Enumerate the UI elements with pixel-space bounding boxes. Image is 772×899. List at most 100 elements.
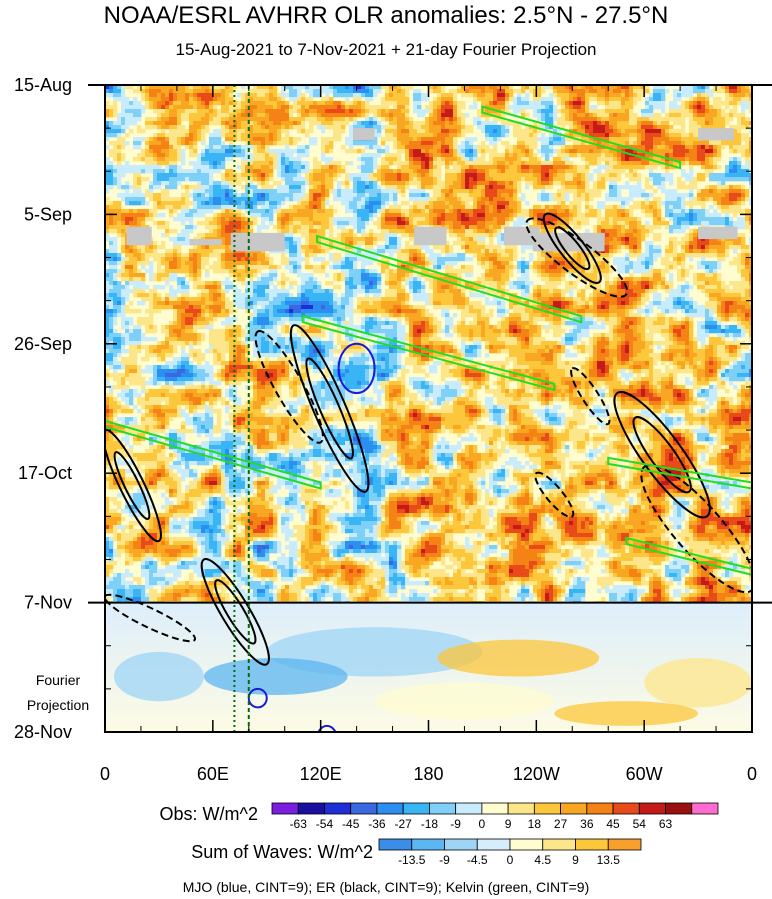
- field-cell: [249, 229, 254, 234]
- field-cell: [165, 125, 170, 130]
- field-cell: [565, 217, 570, 222]
- field-cell: [741, 193, 746, 198]
- field-cell: [733, 165, 738, 170]
- field-cell: [197, 181, 202, 186]
- field-cell: [109, 141, 114, 146]
- field-cell: [105, 93, 110, 98]
- field-cell: [201, 161, 206, 166]
- field-cell: [105, 121, 110, 126]
- field-cell: [521, 141, 526, 146]
- field-cell: [365, 161, 370, 166]
- field-cell: [357, 141, 362, 146]
- field-cell: [597, 165, 602, 170]
- field-cell: [661, 125, 666, 130]
- field-cell: [597, 141, 602, 146]
- field-cell: [313, 189, 318, 194]
- field-cell: [453, 205, 458, 210]
- field-cell: [733, 209, 738, 214]
- field-cell: [105, 197, 110, 202]
- field-cell: [661, 137, 666, 142]
- field-cell: [325, 213, 330, 218]
- field-cell: [409, 149, 414, 154]
- field-cell: [517, 129, 522, 134]
- field-cell: [709, 193, 714, 198]
- field-cell: [465, 113, 470, 118]
- field-cell: [125, 197, 130, 202]
- field-cell: [397, 205, 402, 210]
- field-cell: [509, 85, 514, 90]
- field-cell: [545, 209, 550, 214]
- field-cell: [369, 177, 374, 182]
- field-cell: [477, 213, 482, 218]
- field-cell: [401, 221, 406, 226]
- field-cell: [677, 209, 682, 214]
- field-cell: [401, 129, 406, 134]
- field-cell: [569, 169, 574, 174]
- field-cell: [401, 105, 406, 110]
- field-cell: [593, 181, 598, 186]
- field-cell: [277, 109, 282, 114]
- field-cell: [349, 189, 354, 194]
- field-cell: [425, 169, 430, 174]
- field-cell: [433, 109, 438, 114]
- field-cell: [505, 85, 510, 90]
- field-cell: [189, 141, 194, 146]
- field-cell: [473, 157, 478, 162]
- field-cell: [477, 189, 482, 194]
- field-cell: [197, 97, 202, 102]
- field-cell: [393, 213, 398, 218]
- field-cell: [561, 97, 566, 102]
- field-cell: [461, 221, 466, 226]
- field-cell: [645, 141, 650, 146]
- field-cell: [125, 161, 130, 166]
- field-cell: [197, 137, 202, 142]
- field-cell: [189, 125, 194, 130]
- field-cell: [409, 229, 414, 234]
- field-cell: [629, 141, 634, 146]
- field-cell: [561, 197, 566, 202]
- field-cell: [441, 105, 446, 110]
- field-cell: [537, 89, 542, 94]
- field-cell: [617, 217, 622, 222]
- field-cell: [501, 225, 506, 230]
- field-cell: [461, 165, 466, 170]
- field-cell: [613, 173, 618, 178]
- field-cell: [177, 213, 182, 218]
- field-cell: [165, 165, 170, 170]
- field-cell: [393, 157, 398, 162]
- field-cell: [213, 97, 218, 102]
- field-cell: [645, 185, 650, 190]
- field-cell: [225, 93, 230, 98]
- field-cell: [137, 157, 142, 162]
- field-cell: [321, 153, 326, 158]
- field-cell: [497, 181, 502, 186]
- field-cell: [641, 205, 646, 210]
- field-cell: [705, 197, 710, 202]
- field-cell: [541, 197, 546, 202]
- field-cell: [433, 85, 438, 90]
- field-cell: [261, 113, 266, 118]
- field-cell: [445, 197, 450, 202]
- field-cell: [493, 85, 498, 90]
- field-cell: [693, 85, 698, 90]
- field-cell: [537, 161, 542, 166]
- field-cell: [673, 193, 678, 198]
- field-cell: [477, 109, 482, 114]
- field-cell: [673, 141, 678, 146]
- field-cell: [585, 205, 590, 210]
- field-cell: [145, 125, 150, 130]
- field-cell: [181, 229, 186, 234]
- field-cell: [493, 173, 498, 178]
- field-cell: [565, 205, 570, 210]
- field-cell: [305, 213, 310, 218]
- field-cell: [321, 173, 326, 178]
- field-cell: [333, 197, 338, 202]
- field-cell: [609, 101, 614, 106]
- field-cell: [593, 185, 598, 190]
- field-cell: [745, 105, 750, 110]
- field-cell: [197, 105, 202, 110]
- field-cell: [609, 105, 614, 110]
- field-cell: [441, 101, 446, 106]
- field-cell: [521, 153, 526, 158]
- field-cell: [537, 197, 542, 202]
